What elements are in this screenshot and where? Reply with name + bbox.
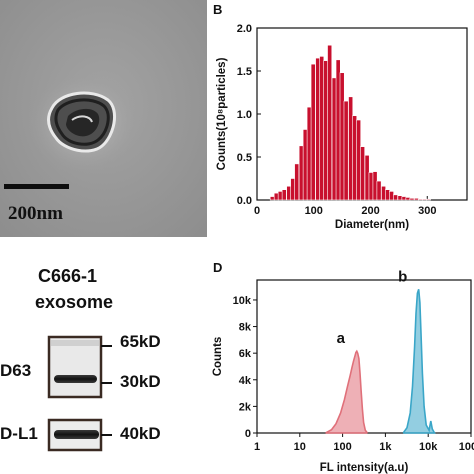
y-axis-label-b: Counts(10⁸particles): [216, 57, 228, 170]
marker-65kd-label: 65kD: [120, 332, 161, 351]
y-tick-label-d: 8k: [239, 322, 252, 334]
western-blot-panel: C666-1 exosome D63 D-L1 65kD 30kD 40kD: [0, 250, 207, 474]
histogram-bar: [335, 59, 341, 201]
histogram-bar: [376, 180, 382, 201]
y-tick-label-d: 10k: [233, 295, 252, 307]
histogram-bar: [286, 185, 292, 201]
plot-frame-d: [256, 279, 472, 434]
pdl1-band: [54, 430, 99, 439]
histogram-bar: [372, 171, 378, 201]
histogram-bar: [385, 189, 390, 201]
series-label-b: b: [398, 268, 407, 285]
histogram-bar: [306, 106, 312, 201]
y-tick-label-b: 2.0: [237, 23, 252, 35]
cd63-band: [54, 375, 97, 383]
band2-antibody-label: D-L1: [0, 424, 38, 443]
y-tick-label-b: 0.0: [237, 195, 252, 207]
y-tick-label-d: 2k: [239, 401, 252, 413]
y-tick-label-d: 0: [245, 428, 251, 440]
histogram-bar: [397, 195, 403, 201]
histogram-bar: [327, 44, 333, 201]
histogram-bar: [331, 77, 337, 201]
histogram-series-b: [402, 289, 436, 434]
histogram-bar: [290, 178, 296, 201]
x-tick-label-b: 200: [361, 205, 379, 217]
histogram-bar: [310, 63, 316, 201]
histogram-bar: [414, 197, 419, 201]
histogram-bar: [348, 96, 354, 201]
scale-bar-label: 200nm: [8, 203, 63, 224]
size-distribution-chart: B 0.0 0.5 1.0 1.5 2.0 0 100 200 300 Diameter(nm) C…: [213, 2, 468, 231]
histogram-bar: [409, 197, 415, 201]
x-tick-label-b: 300: [418, 205, 436, 217]
sample-label: exosome: [35, 292, 114, 312]
y-tick-label-b: 0.5: [237, 152, 252, 164]
histogram-bar: [343, 100, 349, 201]
tem-image-panel: 200nm: [0, 0, 207, 237]
histogram-bar: [418, 198, 423, 201]
histogram-bar: [352, 115, 358, 201]
histogram-bar: [269, 196, 275, 201]
x-tick-label-b: 0: [254, 205, 260, 217]
y-tick-label-d: 4k: [239, 375, 252, 387]
histogram-bar: [405, 197, 411, 201]
marker-40kd-label: 40kD: [120, 424, 161, 443]
panel-letter-d: D: [213, 260, 222, 275]
histogram-bar: [319, 56, 325, 201]
exosome-particle: [47, 91, 117, 153]
marker-30kd-label: 30kD: [120, 372, 161, 391]
histogram-bar: [425, 198, 431, 201]
histogram-bar: [422, 198, 427, 201]
blot-membrane-bottom: [47, 418, 112, 452]
histogram-bar: [294, 163, 300, 201]
blot-membranes: [47, 335, 112, 452]
x-axis-label-b: Diameter(nm): [335, 219, 409, 231]
x-tick-label-d: 1: [254, 441, 260, 453]
histogram-bar: [281, 189, 287, 201]
histogram-series-a: [325, 349, 369, 434]
y-tick-label-b: 1.0: [237, 109, 252, 121]
histogram-bar: [401, 196, 407, 201]
histogram-bar: [298, 145, 304, 201]
histogram-bar: [364, 154, 370, 201]
x-tick-label-b: 100: [305, 205, 323, 217]
y-tick-label-d: 6k: [239, 348, 252, 360]
blot-membrane-top: [47, 335, 112, 399]
band1-antibody-label: D63: [0, 361, 32, 380]
histogram-bar: [381, 185, 386, 201]
x-tick-label-d: 10: [294, 441, 306, 453]
panel-letter-b: B: [213, 2, 222, 17]
x-tick-label-d: 100: [333, 441, 351, 453]
histogram-bar: [277, 191, 283, 201]
histogram-bar: [323, 60, 329, 201]
series-label-a: a: [337, 330, 346, 347]
histogram-bar: [302, 129, 308, 201]
scale-bar: [4, 184, 69, 189]
x-tick-label-d: 10k: [419, 441, 438, 453]
histogram-bar: [360, 146, 365, 201]
histogram-bar: [273, 192, 279, 201]
x-tick-label-d: 1k: [379, 441, 392, 453]
size-distribution-panel: B 0.0 0.5 1.0 1.5 2.0 0 100 200 300 Diameter(nm) C…: [207, 0, 474, 237]
flow-cytometry-panel: D 0 2k 4k 6k 8k 10k 1 10 100 1k 10k 100k a b FL intens…: [207, 250, 474, 474]
y-tick-label-b: 1.5: [237, 66, 252, 78]
flow-cytometry-chart: D 0 2k 4k 6k 8k 10k 1 10 100 1k 10k 100k a b FL intens…: [212, 260, 474, 474]
histogram-bar: [356, 119, 362, 201]
tem-micrograph: 200nm: [0, 0, 207, 237]
x-tick-label-d: 100k: [459, 441, 474, 453]
histogram-bar: [389, 191, 394, 201]
histogram-bar: [339, 72, 345, 201]
y-axis-label-d: Counts: [212, 337, 224, 377]
histogram-bar: [368, 172, 374, 201]
histogram-bar: [393, 194, 398, 201]
x-axis-label-d: FL intensity(a.u): [320, 462, 409, 474]
histogram-bar: [315, 57, 321, 201]
cell-line-label: C666-1: [38, 266, 98, 286]
